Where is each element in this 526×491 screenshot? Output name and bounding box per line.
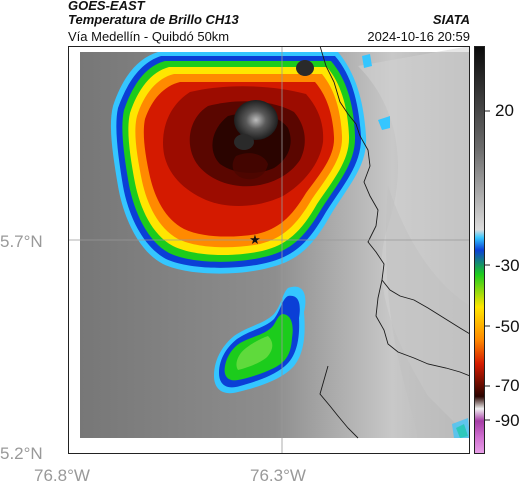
- star-marker: ★: [249, 232, 261, 247]
- satellite-map: ★: [68, 46, 470, 454]
- region-label: Vía Medellín - Quibdó 50km: [68, 29, 230, 44]
- colorbar-tick-minus50: -50: [495, 317, 520, 336]
- colorbar: [474, 46, 485, 454]
- latitude-label-5-7N: 5.7°N: [0, 232, 43, 251]
- longitude-label-76-3W: 76.3°W: [250, 466, 306, 485]
- secondary-storm: [214, 286, 306, 394]
- colorbar-tick-20: 20: [495, 101, 514, 120]
- country-borders: [319, 46, 470, 439]
- colorbar-tick-minus70: -70: [495, 376, 520, 395]
- colorbar-tick-minus30: -30: [495, 256, 520, 275]
- colorbar-tick-marks: [485, 110, 490, 421]
- datetime-label: 2024-10-16 20:59: [367, 29, 470, 44]
- satellite-title: GOES-EAST: [68, 0, 145, 13]
- longitude-label-76-8W: 76.8°W: [34, 466, 90, 485]
- colorbar-tick-minus90: -90: [495, 411, 520, 430]
- organization-label: SIATA: [432, 12, 470, 27]
- small-cells: [362, 54, 470, 438]
- cold-cloud-top: [234, 100, 278, 140]
- map-frame: [68, 46, 470, 454]
- main-convective-storm: [110, 52, 367, 274]
- map-gridlines: [68, 46, 470, 454]
- latitude-label-5-2N: 5.2°N: [0, 444, 43, 463]
- product-title: Temperatura de Brillo CH13: [68, 12, 239, 27]
